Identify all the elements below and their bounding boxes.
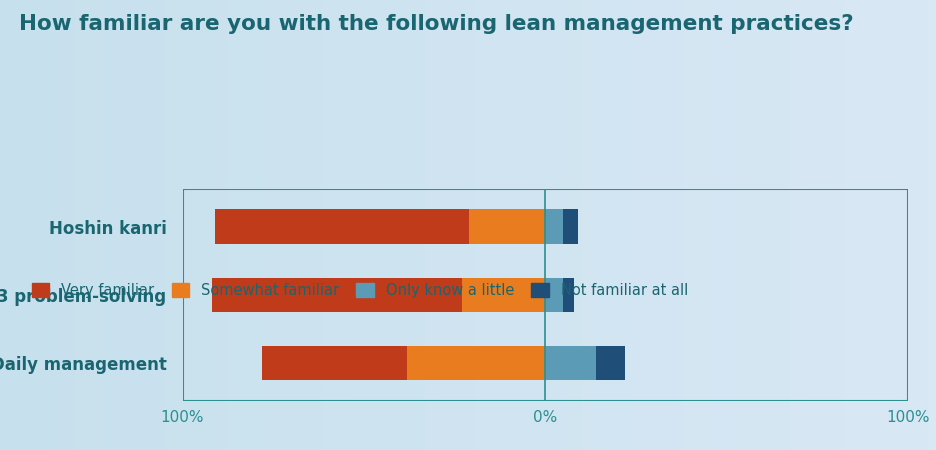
Bar (546, 278, 563, 312)
Bar (546, 209, 563, 243)
Bar (596, 346, 625, 380)
Text: How familiar are you with the following lean management practices?: How familiar are you with the following … (19, 14, 854, 33)
Bar (407, 346, 546, 380)
Bar (262, 346, 407, 380)
Bar (469, 209, 546, 243)
Bar (215, 209, 469, 243)
Bar (461, 278, 546, 312)
Bar (563, 209, 578, 243)
Bar (546, 346, 596, 380)
Bar (212, 278, 461, 312)
Legend: Very familiar, Somewhat familiar, Only know a little, Not familiar at all: Very familiar, Somewhat familiar, Only k… (26, 277, 694, 304)
Bar (563, 278, 575, 312)
